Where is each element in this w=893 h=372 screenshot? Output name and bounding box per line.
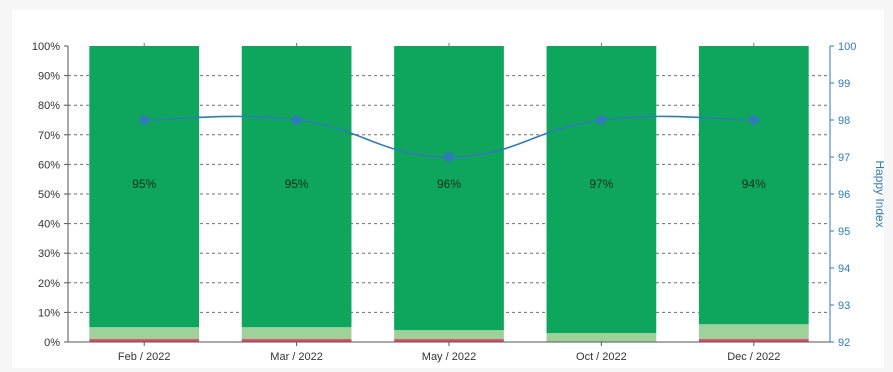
x-tick-label: May / 2022	[422, 351, 476, 363]
happy-index-point[interactable]	[139, 115, 150, 125]
axes: 0% 10% 20% 30% 40% 50% 60% 70% 80% 90% 100% 92 93 94 9…	[32, 41, 884, 363]
bar-segment[interactable]	[698, 324, 809, 340]
x-tick-label: Mar / 2022	[270, 351, 323, 363]
happy-index-point[interactable]	[596, 115, 607, 125]
chart-card: 0% 10% 20% 30% 40% 50% 60% 70% 80% 90% 100% 92 93 94 9…	[12, 10, 884, 368]
y-tick-label: 30%	[38, 248, 60, 260]
bar-segment[interactable]	[698, 46, 809, 325]
y-tick-label: 90%	[38, 71, 60, 83]
bar-segment[interactable]	[394, 46, 504, 331]
bar-segment[interactable]	[394, 339, 504, 342]
y2-axis-title: Happy Index	[873, 160, 884, 227]
y2-tick-label: 95	[838, 226, 850, 238]
bar-segment[interactable]	[241, 327, 352, 340]
y-tick-label: 60%	[38, 159, 60, 171]
happy-index-point[interactable]	[444, 152, 454, 162]
happy-index-line	[139, 115, 759, 162]
y-tick-label: 70%	[38, 130, 60, 142]
happy-index-point[interactable]	[748, 115, 759, 125]
y2-tick-label: 97	[838, 152, 850, 164]
bar-segment[interactable]	[698, 339, 809, 342]
bar-data-label: 96%	[437, 177, 461, 191]
y2-tick-label: 94	[838, 263, 850, 275]
y-tick-label: 20%	[38, 278, 60, 290]
bar-segment[interactable]	[241, 339, 352, 342]
bar-segment[interactable]	[241, 46, 352, 328]
bar-segment[interactable]	[89, 339, 200, 342]
y2-tick-label: 98	[838, 115, 850, 127]
bars	[89, 46, 809, 342]
bar-segment[interactable]	[546, 333, 657, 342]
y-tick-label: 50%	[38, 189, 60, 201]
bar-segment[interactable]	[546, 46, 657, 334]
y2-tick-label: 92	[838, 337, 850, 349]
x-tick-label: Dec / 2022	[727, 351, 780, 363]
bar-data-label: 95%	[132, 177, 156, 191]
y2-tick-label: 99	[838, 78, 850, 90]
y-tick-label: 80%	[38, 100, 60, 112]
bar-segment[interactable]	[89, 327, 200, 340]
y2-tick-label: 93	[838, 300, 850, 312]
y-tick-label: 10%	[38, 307, 60, 319]
happy-index-chart: 0% 10% 20% 30% 40% 50% 60% 70% 80% 90% 100% 92 93 94 9…	[32, 41, 884, 363]
y-tick-label: 0%	[44, 337, 60, 349]
y-tick-label: 100%	[32, 41, 60, 53]
y2-tick-label: 96	[838, 189, 850, 201]
bar-segment[interactable]	[394, 330, 504, 340]
bar-data-label: 95%	[285, 177, 309, 191]
x-tick-label: Feb / 2022	[118, 351, 171, 363]
bar-data-label: 94%	[742, 177, 766, 191]
data-labels: 95% 95% 96% 97% 94%	[132, 177, 766, 191]
bar-data-label: 97%	[589, 177, 613, 191]
y-tick-label: 40%	[38, 219, 60, 231]
y2-tick-label: 100	[838, 41, 856, 53]
bar-segment[interactable]	[89, 46, 200, 328]
x-tick-label: Oct / 2022	[576, 351, 627, 363]
happy-index-point[interactable]	[291, 115, 302, 125]
